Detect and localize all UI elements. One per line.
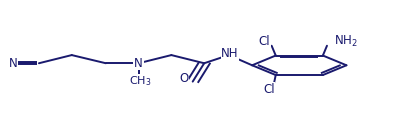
Text: N: N xyxy=(134,57,143,70)
Text: Cl: Cl xyxy=(258,35,270,48)
Text: O: O xyxy=(179,72,188,85)
Text: NH: NH xyxy=(221,47,238,60)
Text: CH$_3$: CH$_3$ xyxy=(129,74,151,88)
Text: N: N xyxy=(9,57,18,70)
Text: NH$_2$: NH$_2$ xyxy=(333,34,357,49)
Text: Cl: Cl xyxy=(262,83,274,96)
